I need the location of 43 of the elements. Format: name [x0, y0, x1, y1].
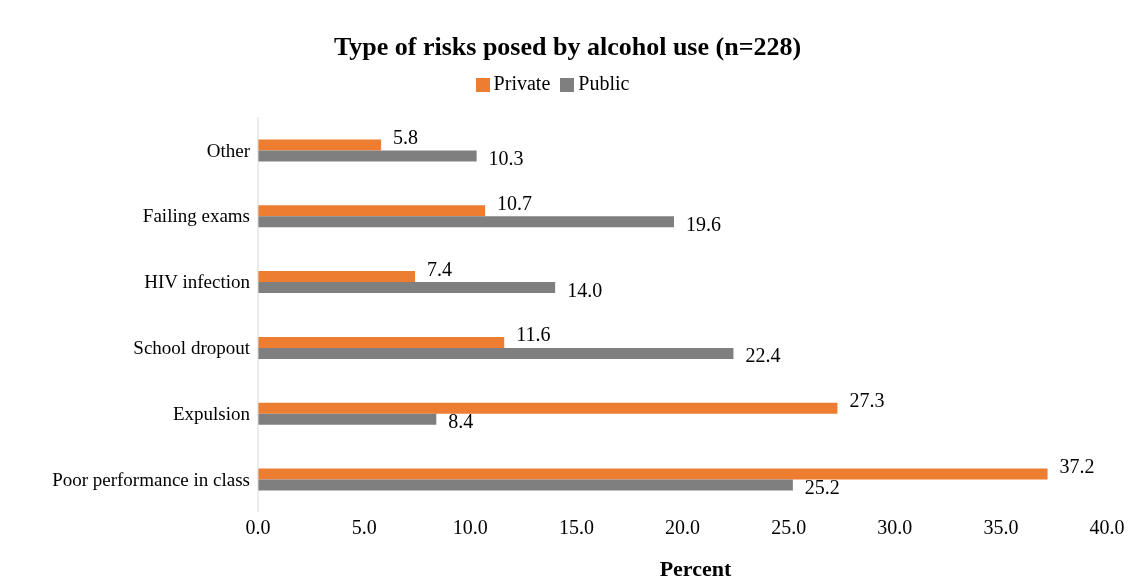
data-label: 22.4 [745, 344, 781, 367]
data-label: 27.3 [849, 389, 885, 412]
data-label: 11.6 [516, 323, 551, 346]
legend-label: Private [493, 72, 551, 94]
bar [258, 479, 793, 491]
x-tick-label: 20.0 [665, 516, 700, 539]
data-label: 7.4 [427, 257, 453, 280]
bar [258, 271, 416, 283]
data-label: 10.7 [497, 191, 533, 214]
data-label: 19.6 [686, 212, 722, 235]
bar [258, 347, 734, 359]
chart-title: Type of risks posed by alcohol use (n=228) [332, 31, 803, 63]
y-tick-label: Other [206, 139, 251, 161]
y-tick-label: Expulsion [172, 402, 251, 424]
bar [258, 402, 838, 414]
data-label: 14.0 [567, 278, 603, 301]
bar [258, 150, 477, 162]
legend-label: Public [578, 72, 630, 94]
x-axis-title: Percent [658, 556, 733, 581]
x-tick-label: 35.0 [983, 516, 1019, 539]
data-label: 8.4 [448, 410, 474, 433]
bar [258, 216, 675, 228]
data-label: 5.8 [393, 125, 419, 148]
y-tick-label: Poor performance in class [52, 468, 250, 490]
y-tick-label: Failing exams [142, 205, 250, 227]
x-tick-label: 30.0 [877, 516, 913, 539]
x-tick-label: 5.0 [351, 516, 377, 539]
y-tick-label: School dropout [133, 337, 251, 359]
x-tick-label: 10.0 [452, 516, 488, 539]
y-tick-label: HIV infection [144, 271, 251, 293]
bar [258, 205, 486, 217]
bar [258, 139, 382, 151]
x-tick-label: 25.0 [771, 516, 807, 539]
x-tick-label: 0.0 [245, 516, 271, 539]
data-label: 37.2 [1059, 455, 1095, 478]
bar [258, 282, 556, 294]
data-label: 25.2 [804, 476, 840, 499]
x-tick-label: 40.0 [1089, 516, 1125, 539]
bar [258, 468, 1048, 480]
x-tick-label: 15.0 [558, 516, 594, 539]
data-label: 10.3 [488, 146, 524, 169]
bar [258, 413, 437, 425]
bar [258, 336, 505, 348]
